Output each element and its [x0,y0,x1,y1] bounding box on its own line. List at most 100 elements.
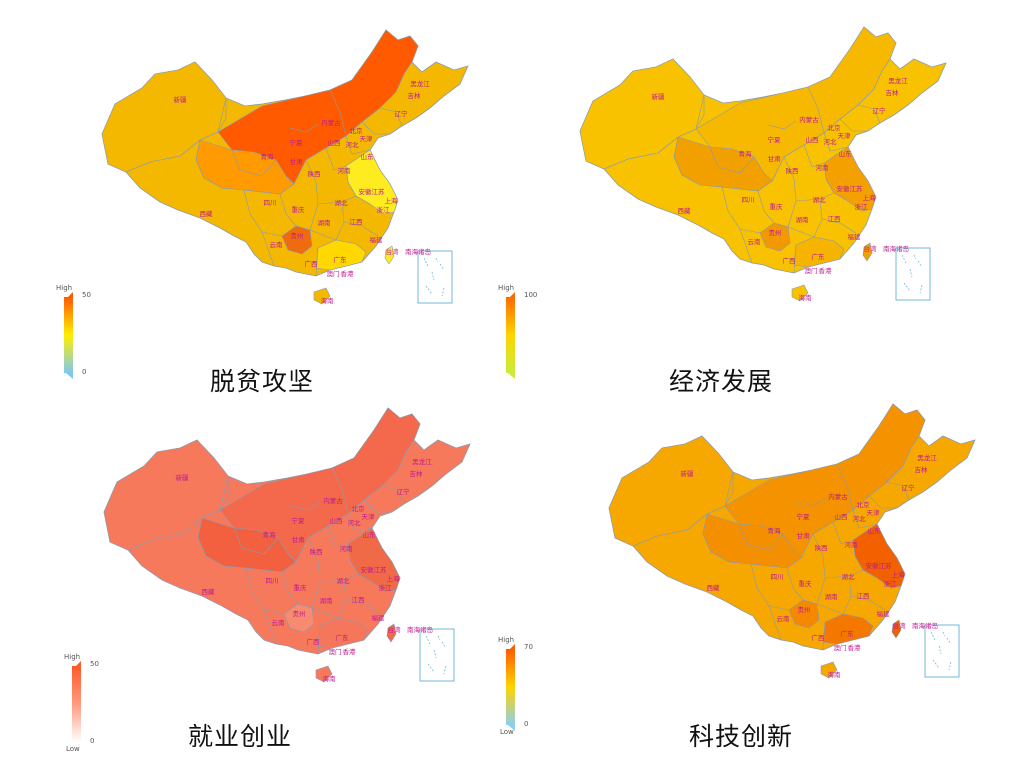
region-label-hubei: 湖北 [813,195,827,204]
region-label-liaoning: 辽宁 [397,487,411,496]
legend-max-value: 50 [90,660,99,668]
region-label-hainan: 海南 [323,674,337,683]
region-label-jiangxi: 江西 [857,592,871,600]
region-label-xianggang: 香港 [848,643,862,652]
region-label-guizhou: 贵州 [798,605,811,614]
hainan-island [791,284,809,302]
region-label-shandong: 山东 [363,530,377,539]
region-label-gansu: 甘肃 [797,531,811,540]
province-border [261,231,283,237]
region-label-jiangsu: 江苏 [374,565,388,574]
legend-high-label: High [64,653,81,661]
region-label-chongqing: 重庆 [770,202,784,211]
hainan-island [315,665,333,683]
province-border [786,567,844,615]
region-label-guangxi: 广西 [305,259,319,268]
region-label-hebei: 河北 [853,515,867,523]
region-label-nanhai: 南海诸岛 [405,247,431,256]
region-label-guangxi: 广西 [307,637,321,646]
legend-gradient-bar [64,297,73,373]
region-label-anhui: 安徽 [359,187,373,196]
region-label-hunan: 湖南 [796,215,810,224]
region-label-shaanxi: 陕西 [815,543,829,552]
province-border [351,601,365,605]
province-border [796,497,826,507]
region-label-gansu: 甘肃 [768,154,782,163]
province-border [803,144,849,202]
province-border [739,228,761,234]
region-label-fujian: 福建 [372,613,386,622]
map-title: 经济发展 [669,367,774,396]
taiwan-island [384,245,395,265]
province-border [757,190,815,238]
region-label-sichuan: 四川 [742,196,755,204]
region-label-beijing: 北京 [857,500,871,509]
region-label-hainan: 海南 [799,293,813,302]
legend-high-handle[interactable] [74,661,81,668]
region-label-ningxia: 宁夏 [797,512,811,521]
legend-high-handle[interactable] [508,644,515,651]
province-border [325,147,371,205]
region-label-liaoning: 辽宁 [395,109,409,118]
province-border [823,132,849,152]
province-border [233,527,279,555]
province-border [347,513,373,533]
legend-gradient-bar [506,297,515,373]
region-label-hebei: 河北 [346,141,360,149]
province-border [632,505,726,547]
legend-min-value: 0 [524,720,529,728]
region-label-shanxi: 山西 [835,512,849,521]
region-label-xianggang: 香港 [819,266,833,275]
region-label-yunnan: 云南 [270,240,284,249]
map-title: 就业创业 [188,722,293,751]
province-border [783,156,797,228]
legend-low-handle[interactable] [74,742,81,748]
region-label-gansu: 甘肃 [292,535,306,544]
region-label-aomen: 澳门 [834,643,847,652]
province-border [738,523,784,551]
taiwan-island [891,619,902,639]
province-border [197,517,297,573]
legend-low-label: Low [66,745,80,753]
region-label-guangxi: 广西 [783,256,797,265]
region-label-guangdong: 广东 [334,255,348,264]
region-label-hunan: 湖南 [825,592,839,601]
region-label-ningxia: 宁夏 [290,138,304,147]
province-border [317,625,321,655]
legend-low-handle[interactable] [66,373,73,379]
region-label-yunnan: 云南 [272,618,286,627]
legend-high-handle[interactable] [66,292,73,299]
region-label-hubei: 湖北 [842,572,856,581]
south-sea-inset [924,624,960,678]
region-label-xinjiang: 新疆 [174,95,188,104]
region-label-qinghai: 青海 [261,152,275,161]
legend-low-handle[interactable] [508,725,515,731]
island-dashes [930,631,952,671]
region-label-neimenggu: 内蒙古 [323,496,343,505]
province-border [315,247,319,277]
legend-min-value: 0 [90,737,95,745]
legend-low-handle[interactable] [508,373,515,379]
region-label-taiwan: 台湾 [388,625,402,634]
region-label-zhejiang: 浙江 [884,579,898,588]
legend-high-handle[interactable] [508,292,515,299]
region-label-chongqing: 重庆 [799,579,813,588]
legend-high-label: High [56,284,73,292]
province-border [709,146,755,174]
region-label-xinjiang: 新疆 [652,92,666,101]
province-border [702,513,802,569]
province-border [217,98,227,133]
map-panel-employment: 新疆 西藏 青海 甘肃 内蒙古 宁夏 山西 河北 北京 天津 辽宁 吉林 黑龙江 山东 河南 陕西 四川 重庆 湖北… [0,384,505,768]
region-label-henan: 河南 [340,544,354,553]
province-border [231,149,277,177]
region-label-heilongjiang: 黑龙江 [410,79,430,88]
map-panel-poverty: 新疆 西藏 青海 甘肃 内蒙古 宁夏 山西 河北 北京 天津 辽宁 吉林 黑龙江 山东 河南 陕西 四川 重庆 湖北… [0,0,505,396]
province-border [832,521,878,579]
region-label-jilin: 吉林 [886,88,900,97]
region-label-jiangxi: 江西 [828,215,842,223]
province-border [839,118,868,132]
region-label-anhui: 安徽 [866,561,880,570]
region-label-shaanxi: 陕西 [308,169,322,178]
south-sea-inset [417,250,453,304]
